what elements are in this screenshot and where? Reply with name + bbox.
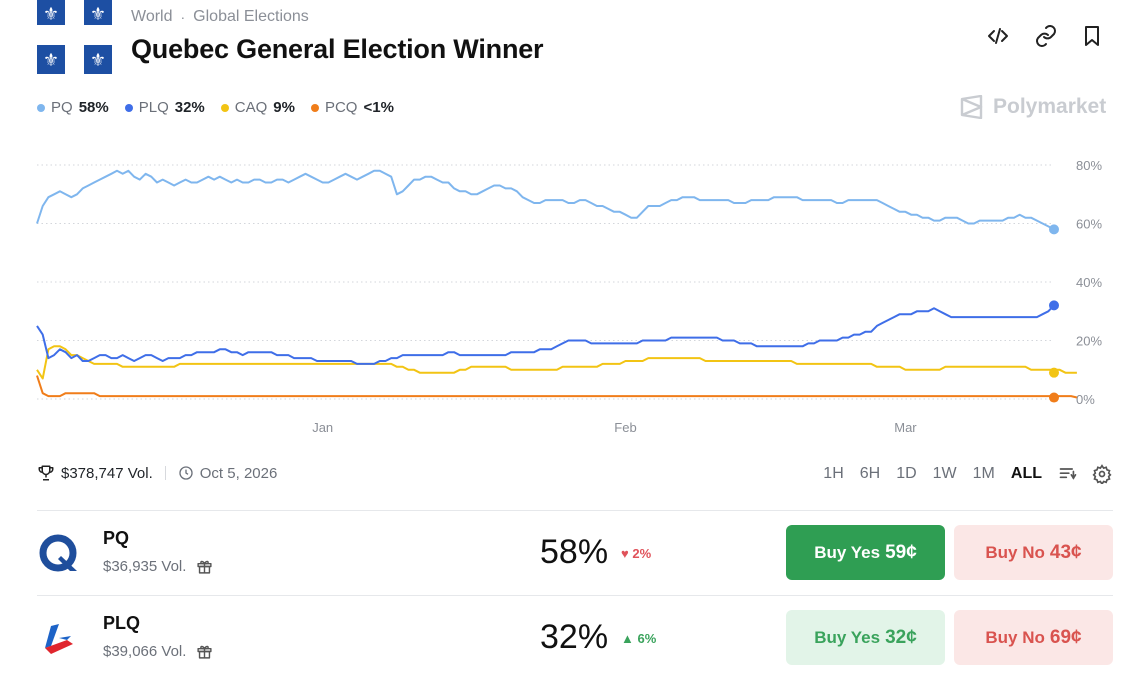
- chart-legend: PQ 58% PLQ 32% CAQ 9% PCQ <1%: [37, 99, 394, 116]
- svg-text:⚜: ⚜: [43, 50, 59, 71]
- legend-value: <1%: [363, 99, 394, 116]
- series-endpoint-pq: [1049, 224, 1059, 235]
- legend-value: 58%: [78, 99, 109, 116]
- settings-icon[interactable]: [1092, 464, 1112, 484]
- trophy-icon: [38, 465, 54, 481]
- y-tick-label: 60%: [1076, 217, 1102, 232]
- outcome-percent: 32%: [540, 618, 609, 656]
- series-line-plq: [36, 304, 1055, 365]
- y-tick-label: 40%: [1076, 275, 1102, 290]
- buy-yes-price: 59¢: [885, 541, 917, 563]
- outcome-row-plq[interactable]: PLQ $39,066 Vol. 32% ▲ 6% Buy Yes 32¢ Bu…: [37, 595, 1113, 680]
- buy-no-button[interactable]: Buy No 69¢: [954, 610, 1113, 665]
- buy-yes-button[interactable]: Buy Yes 59¢: [786, 525, 945, 580]
- pq-logo-icon: [39, 534, 77, 572]
- series-endpoint-pcq: [1049, 392, 1059, 403]
- change-up-icon: ▲: [621, 631, 634, 646]
- legend-dot: [37, 103, 45, 112]
- legend-dot: [124, 103, 133, 112]
- buy-yes-button[interactable]: Buy Yes 32¢: [786, 610, 945, 665]
- legend-item-pcq: PCQ <1%: [310, 99, 394, 116]
- series-line-pcq: [36, 375, 1078, 399]
- outcome-percent: 58%: [540, 533, 609, 571]
- outcome-change: ♥ 2%: [621, 546, 651, 561]
- legend-value: 9%: [273, 99, 295, 116]
- gift-icon[interactable]: [196, 643, 213, 660]
- buy-yes-label: Buy Yes: [814, 627, 881, 647]
- legend-item-plq: PLQ 32%: [124, 99, 205, 116]
- outcome-volume-value: $39,066 Vol.: [103, 643, 187, 660]
- outcome-volume: $36,935 Vol.: [103, 558, 213, 575]
- series-endpoint-plq: [1049, 300, 1059, 311]
- legend-name: CAQ: [234, 99, 268, 116]
- watermark-text: Polymarket: [993, 95, 1107, 118]
- outcome-volume: $39,066 Vol.: [103, 643, 213, 660]
- sort-icon[interactable]: [1058, 464, 1078, 484]
- code-icon[interactable]: [986, 24, 1010, 48]
- buy-no-button[interactable]: Buy No 43¢: [954, 525, 1113, 580]
- x-tick-label: Mar: [894, 420, 917, 435]
- outcome-name: PLQ: [103, 613, 141, 633]
- legend-name: PLQ: [138, 99, 169, 116]
- breadcrumb-separator: ·: [180, 9, 186, 25]
- outcome-volume-value: $36,935 Vol.: [103, 558, 187, 575]
- legend-value: 32%: [174, 99, 205, 116]
- legend-item-pq: PQ 58%: [37, 99, 109, 116]
- svg-text:⚜: ⚜: [90, 4, 106, 25]
- legend-name: PCQ: [324, 99, 358, 116]
- range-6h[interactable]: 6H: [859, 465, 881, 482]
- svg-text:⚜: ⚜: [43, 4, 59, 25]
- legend-dot: [310, 103, 319, 112]
- x-tick-label: Jan: [312, 420, 333, 435]
- x-tick-label: Feb: [614, 420, 636, 435]
- buy-no-price: 43¢: [1049, 541, 1082, 563]
- price-history-chart[interactable]: 80% 60% 40% 20% 0% Jan Feb Mar: [0, 140, 1135, 440]
- buy-no-price: 69¢: [1049, 626, 1082, 648]
- link-icon[interactable]: [1034, 24, 1058, 48]
- polymarket-logo-icon: [960, 95, 983, 119]
- range-1h[interactable]: 1H: [823, 465, 844, 482]
- polymarket-watermark: Polymarket: [959, 95, 1106, 119]
- y-tick-label: 80%: [1076, 158, 1102, 173]
- end-date: Oct 5, 2026: [199, 464, 278, 482]
- market-stats: $378,747 Vol. Oct 5, 2026: [37, 464, 277, 482]
- range-1d[interactable]: 1D: [896, 465, 917, 482]
- breadcrumb: World · Global Elections: [131, 8, 309, 26]
- stats-divider: [164, 466, 166, 480]
- breadcrumb-subcategory[interactable]: Global Elections: [193, 8, 309, 25]
- legend-dot: [220, 103, 229, 112]
- legend-item-caq: CAQ 9%: [220, 99, 295, 116]
- change-down-icon: ♥: [621, 546, 629, 561]
- outcome-row-pq[interactable]: PQ $36,935 Vol. 58% ♥ 2% Buy Yes 59¢ Buy…: [37, 510, 1113, 595]
- quebec-flag-icon: ⚜ ⚜ ⚜ ⚜: [37, 0, 112, 74]
- total-volume: $378,747 Vol.: [61, 464, 153, 482]
- outcome-change: ▲ 6%: [621, 631, 656, 646]
- series-line-caq: [36, 345, 1077, 380]
- y-tick-label: 0%: [1076, 392, 1095, 407]
- range-1m[interactable]: 1M: [972, 465, 995, 482]
- breadcrumb-category[interactable]: World: [131, 8, 173, 25]
- outcome-change-value: 6%: [637, 631, 657, 646]
- plq-logo-icon: [45, 624, 73, 654]
- buy-no-label: Buy No: [985, 627, 1045, 647]
- series-endpoint-caq: [1049, 367, 1059, 378]
- outcome-name: PQ: [103, 528, 130, 548]
- bookmark-icon[interactable]: [1080, 24, 1104, 48]
- legend-name: PQ: [51, 99, 73, 116]
- range-1w[interactable]: 1W: [932, 465, 957, 482]
- outcome-change-value: 2%: [632, 546, 652, 561]
- buy-yes-price: 32¢: [885, 626, 917, 648]
- buy-no-label: Buy No: [985, 542, 1045, 562]
- svg-text:⚜: ⚜: [90, 50, 106, 71]
- gift-icon[interactable]: [196, 558, 213, 575]
- page-title: Quebec General Election Winner: [131, 34, 544, 64]
- time-range-selector: 1H 6H 1D 1W 1M ALL: [815, 464, 1112, 484]
- clock-icon: [179, 466, 193, 480]
- series-line-pq: [36, 169, 1055, 231]
- y-tick-label: 20%: [1076, 334, 1102, 349]
- buy-yes-label: Buy Yes: [814, 542, 881, 562]
- range-all[interactable]: ALL: [1010, 465, 1042, 482]
